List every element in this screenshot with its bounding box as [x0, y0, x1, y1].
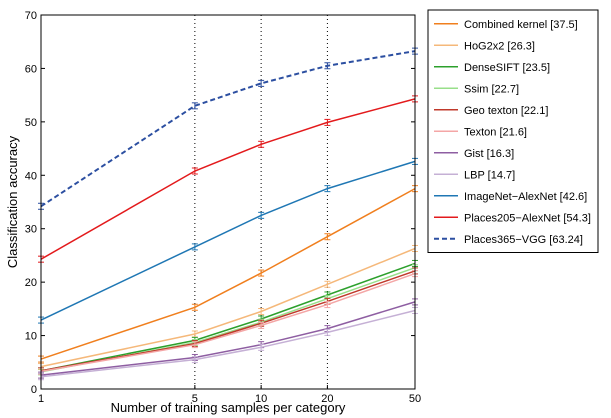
y-axis-label: Classification accuracy [5, 135, 20, 268]
series-line [40, 247, 416, 368]
legend-label: Places365−VGG [63.24] [464, 234, 583, 246]
legend-label: Gist [16.3] [464, 148, 514, 160]
legend-label: Combined kernel [37.5] [464, 19, 578, 31]
series-lines [38, 47, 418, 381]
axis-ticks: 1 5 10 20 50 0 10 20 30 40 50 60 70 [25, 10, 421, 405]
x-tick-label: 20 [321, 393, 333, 405]
legend-label: DenseSIFT [23.5] [464, 62, 550, 74]
series-line [40, 270, 416, 372]
legend-label: ImageNet−AlexNet [42.6] [464, 191, 587, 203]
series-group [38, 267, 418, 375]
series-line [40, 50, 416, 208]
y-tick-label: 20 [25, 277, 37, 289]
legend-label: HoG2x2 [26.3] [464, 40, 535, 52]
series-group [38, 157, 418, 324]
y-tick-label: 10 [25, 331, 37, 343]
series-line [40, 160, 416, 321]
y-tick-label: 40 [25, 170, 37, 182]
x-tick-label: 10 [255, 393, 267, 405]
series-group [38, 298, 418, 379]
x-tick-label: 50 [409, 393, 421, 405]
series-group [38, 95, 418, 263]
y-tick-label: 50 [25, 117, 37, 129]
y-tick-label: 70 [25, 10, 37, 22]
series-line [40, 309, 416, 378]
series-group [38, 47, 418, 210]
y-tick-label: 60 [25, 63, 37, 75]
x-tick-label: 1 [38, 393, 44, 405]
legend-label: Texton [21.6] [464, 126, 527, 138]
legend-label: Geo texton [22.1] [464, 105, 548, 117]
legend-label: Ssim [22.7] [464, 83, 519, 95]
legend: Combined kernel [37.5] HoG2x2 [26.3] Dense… [427, 9, 599, 253]
x-axis-label: Number of training samples per category [111, 400, 346, 415]
series-group [38, 259, 418, 375]
series-line [40, 301, 416, 376]
legend-label: LBP [14.7] [464, 169, 515, 181]
y-tick-label: 30 [25, 224, 37, 236]
series-group [38, 264, 418, 376]
plot-frame [40, 14, 416, 390]
legend-label: Places205−AlexNet [54.3] [464, 212, 591, 224]
x-tick-label: 5 [192, 393, 198, 405]
y-tick-label: 0 [31, 384, 37, 396]
